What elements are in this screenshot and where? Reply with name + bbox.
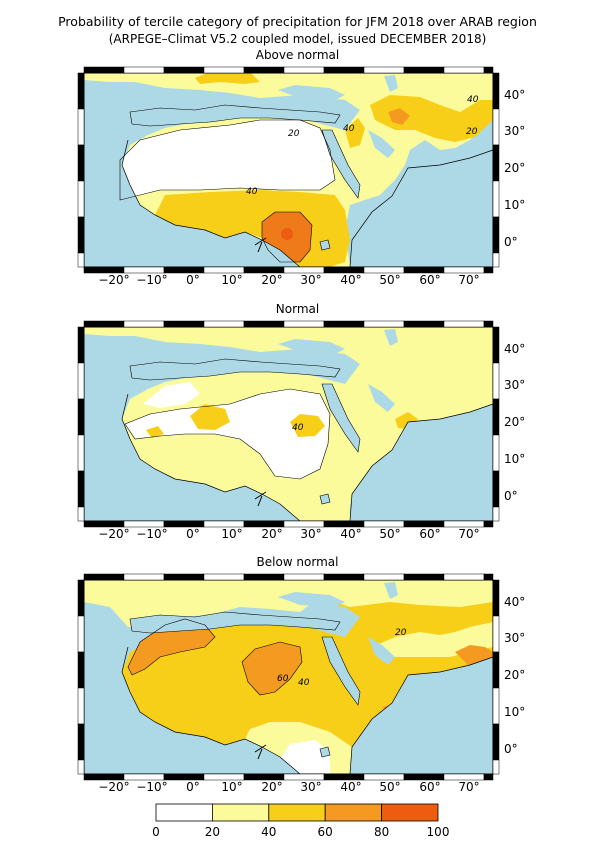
longitude-label: 30° (300, 780, 321, 794)
contour-label: 40 (467, 95, 479, 105)
colorbar-tick-label: 60 (318, 825, 333, 839)
map-frame-bar (83, 320, 494, 328)
colorbar-tick-label: 40 (261, 825, 276, 839)
longitude-label: 40° (340, 780, 361, 794)
map-frame-bar (492, 579, 500, 775)
longitude-label: 10° (221, 780, 242, 794)
colorbar-tick-label: 80 (374, 825, 389, 839)
latitude-label: 40° (504, 88, 525, 102)
latitude-labels: 40° 30° 20° 10° 0° (504, 595, 525, 756)
longitude-label: 70° (458, 273, 479, 287)
longitude-label: 10° (221, 273, 242, 287)
map-frame-bar (492, 72, 500, 268)
latitude-labels: 40° 30° 20° 10° 0° (504, 88, 525, 249)
map-frame-bar (83, 573, 494, 581)
colorbar: 0 20 40 60 80 100 (152, 803, 450, 839)
contour-label: 20 (466, 127, 478, 137)
longitude-label: 70° (458, 527, 479, 541)
longitude-label: 60° (419, 527, 440, 541)
longitude-label: 60° (419, 780, 440, 794)
longitude-label: 40° (340, 527, 361, 541)
colorbar-tick-label: 0 (152, 825, 160, 839)
longitude-label: 50° (379, 780, 400, 794)
longitude-label: 60° (419, 273, 440, 287)
longitude-labels: −20° −10° 0° 10° 20° 30° 40° 50° 60° 70° (98, 273, 479, 287)
figure-title: Probability of tercile category of preci… (58, 14, 537, 29)
longitude-label: 70° (458, 780, 479, 794)
longitude-label: 10° (221, 527, 242, 541)
longitude-label: 40° (340, 273, 361, 287)
longitude-label: −10° (136, 273, 167, 287)
map-panel-above: 40 20 40 20 40 −20° −10° 0° 10° 20° 30° 40° 50°… (77, 66, 525, 287)
longitude-label: −10° (136, 527, 167, 541)
latitude-label: 30° (504, 378, 525, 392)
longitude-label: 50° (379, 527, 400, 541)
latitude-label: 20° (504, 668, 525, 682)
latitude-label: 20° (504, 161, 525, 175)
colorbar-tick-label: 100 (427, 825, 450, 839)
map-frame-bar (83, 520, 494, 528)
contour-label: 40 (298, 678, 310, 688)
map-frame-bar (83, 66, 494, 74)
latitude-label: 10° (504, 452, 525, 466)
longitude-label: 30° (300, 273, 321, 287)
map-panel-normal: 40 −20° −10° 0° 10° 20° 30° 40° 50° 60° 70° 40° 30… (77, 320, 525, 541)
latitude-label: 40° (504, 342, 525, 356)
colorbar-segment (155, 803, 213, 822)
latitude-labels: 40° 30° 20° 10° 0° (504, 342, 525, 503)
longitude-label: −20° (98, 780, 129, 794)
longitude-label: −20° (98, 273, 129, 287)
map-frame-bar (83, 266, 494, 274)
contour-label: 40 (292, 423, 304, 433)
latitude-label: 40° (504, 595, 525, 609)
figure-subtitle: (ARPEGE–Climat V5.2 coupled model, issue… (108, 32, 487, 46)
latitude-label: 20° (504, 415, 525, 429)
longitude-label: −10° (136, 780, 167, 794)
contour-label: 40 (343, 124, 355, 134)
latitude-label: 0° (504, 489, 518, 503)
map-frame-bar (77, 579, 85, 775)
map-frame-bar (83, 773, 494, 781)
colorbar-segment (211, 803, 270, 822)
colorbar-segment (268, 803, 326, 822)
contour-label: 20 (395, 628, 407, 638)
panel-title-normal: Normal (275, 302, 320, 316)
latitude-label: 10° (504, 705, 525, 719)
longitude-label: 0° (186, 527, 200, 541)
map-frame-bar (492, 326, 500, 522)
colorbar-tick-label: 20 (205, 825, 220, 839)
longitude-labels: −20° −10° 0° 10° 20° 30° 40° 50° 60° 70° (98, 527, 479, 541)
map-frame-bar (77, 72, 85, 268)
colorbar-segment (381, 803, 439, 822)
latitude-label: 0° (504, 742, 518, 756)
longitude-label: 20° (261, 273, 282, 287)
contour-label: 20 (288, 129, 300, 139)
latitude-label: 10° (504, 198, 525, 212)
longitude-label: 20° (261, 780, 282, 794)
contour-label: 60 (277, 674, 289, 684)
panel-title-above: Above normal (255, 48, 340, 62)
longitude-label: 20° (261, 527, 282, 541)
longitude-labels: −20° −10° 0° 10° 20° 30° 40° 50° 60° 70° (98, 780, 479, 794)
longitude-label: 50° (379, 273, 400, 287)
longitude-label: 0° (186, 273, 200, 287)
contour-label: 40 (246, 187, 258, 197)
longitude-label: 30° (300, 527, 321, 541)
colorbar-segment (324, 803, 383, 822)
map-frame-bar (77, 326, 85, 522)
latitude-label: 30° (504, 124, 525, 138)
latitude-label: 30° (504, 631, 525, 645)
longitude-label: −20° (98, 527, 129, 541)
latitude-label: 0° (504, 235, 518, 249)
longitude-label: 0° (186, 780, 200, 794)
map-panel-below: 20 40 60 −20° −10° 0° 10° 20° 30° 40° 50° 60° 70°… (77, 573, 525, 794)
panel-title-below: Below normal (256, 555, 339, 569)
